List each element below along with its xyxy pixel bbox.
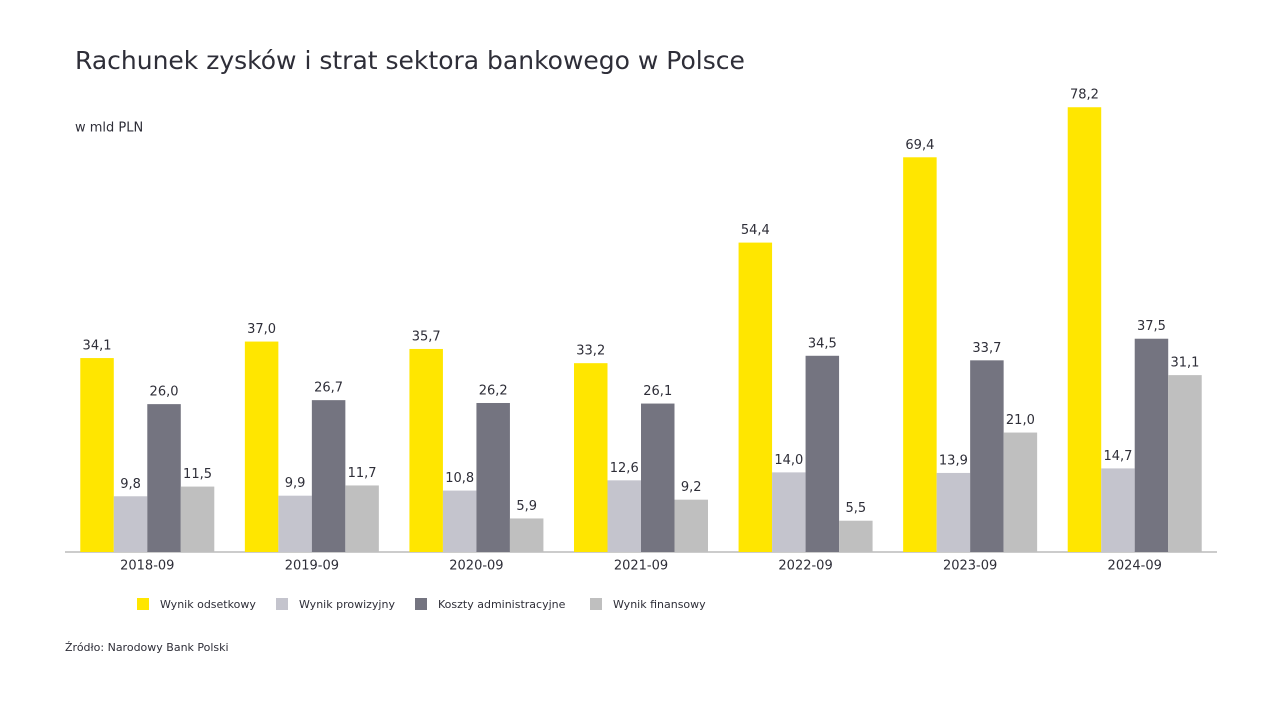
value-label: 33,7 [972,341,1001,356]
bar [147,404,181,552]
x-tick-label: 2022-09 [778,559,832,574]
x-tick-label: 2021-09 [614,559,668,574]
value-label: 34,1 [83,339,112,354]
legend-swatch [276,598,288,610]
value-label: 12,6 [610,461,639,476]
legend-swatch [137,598,149,610]
value-label: 21,0 [1006,413,1035,428]
legend-label: Wynik finansowy [613,598,706,611]
value-label: 14,7 [1103,449,1132,464]
value-label: 9,8 [120,477,141,492]
legend-swatch [415,598,427,610]
bar [1134,338,1169,552]
value-label: 14,0 [774,453,803,468]
x-tick-label: 2024-09 [1108,559,1162,574]
source-note: Źródło: Narodowy Bank Polski [65,641,229,654]
bar [1003,432,1038,552]
legend-label: Koszty administracyjne [438,598,566,611]
value-label: 10,8 [445,471,474,486]
bar [607,480,641,552]
value-label: 26,0 [150,385,179,400]
bar [476,402,510,552]
value-label: 35,7 [412,329,441,344]
value-label: 26,2 [479,383,508,398]
bar [970,360,1004,552]
legend-label: Wynik odsetkowy [160,598,256,611]
value-label: 5,9 [516,499,537,514]
value-label: 37,0 [247,322,276,337]
bar [805,355,840,552]
chart-subtitle: w mld PLN [75,121,143,136]
bar [409,348,443,552]
value-label: 31,1 [1170,356,1199,371]
bar [641,403,675,552]
bar [311,400,346,552]
value-label: 33,2 [576,344,605,359]
bar [509,518,544,552]
bar [345,485,379,552]
value-label: 13,9 [939,453,968,468]
bar [903,157,937,552]
value-label: 11,5 [183,467,212,482]
value-label: 11,7 [348,466,377,481]
bar [1067,107,1102,553]
value-label: 54,4 [741,223,770,238]
bar [278,495,312,552]
value-label: 37,5 [1137,319,1166,334]
legend-swatch [590,598,602,610]
bar [180,486,215,552]
x-tick-label: 2023-09 [943,559,997,574]
value-label: 9,2 [681,480,702,495]
value-label: 34,5 [808,336,837,351]
bar [574,363,608,552]
chart-title: Rachunek zysków i strat sektora bankoweg… [75,46,745,75]
bar [936,472,971,552]
bar [674,499,708,552]
bar [772,472,806,552]
value-label: 26,1 [643,384,672,399]
bar [442,490,477,552]
x-tick-label: 2018-09 [120,559,174,574]
bar [1101,468,1135,552]
legend-label: Wynik prowizyjny [299,598,395,611]
value-label: 78,2 [1070,88,1099,103]
x-tick-label: 2019-09 [285,559,339,574]
value-label: 26,7 [314,381,343,396]
value-label: 5,5 [845,501,866,516]
bar [244,341,279,552]
bar [80,358,114,552]
value-label: 69,4 [905,138,934,153]
bar [738,242,773,552]
bar [113,496,148,552]
bar [1168,375,1202,552]
x-tick-label: 2020-09 [449,559,503,574]
bar [839,520,873,552]
value-label: 9,9 [285,476,306,491]
